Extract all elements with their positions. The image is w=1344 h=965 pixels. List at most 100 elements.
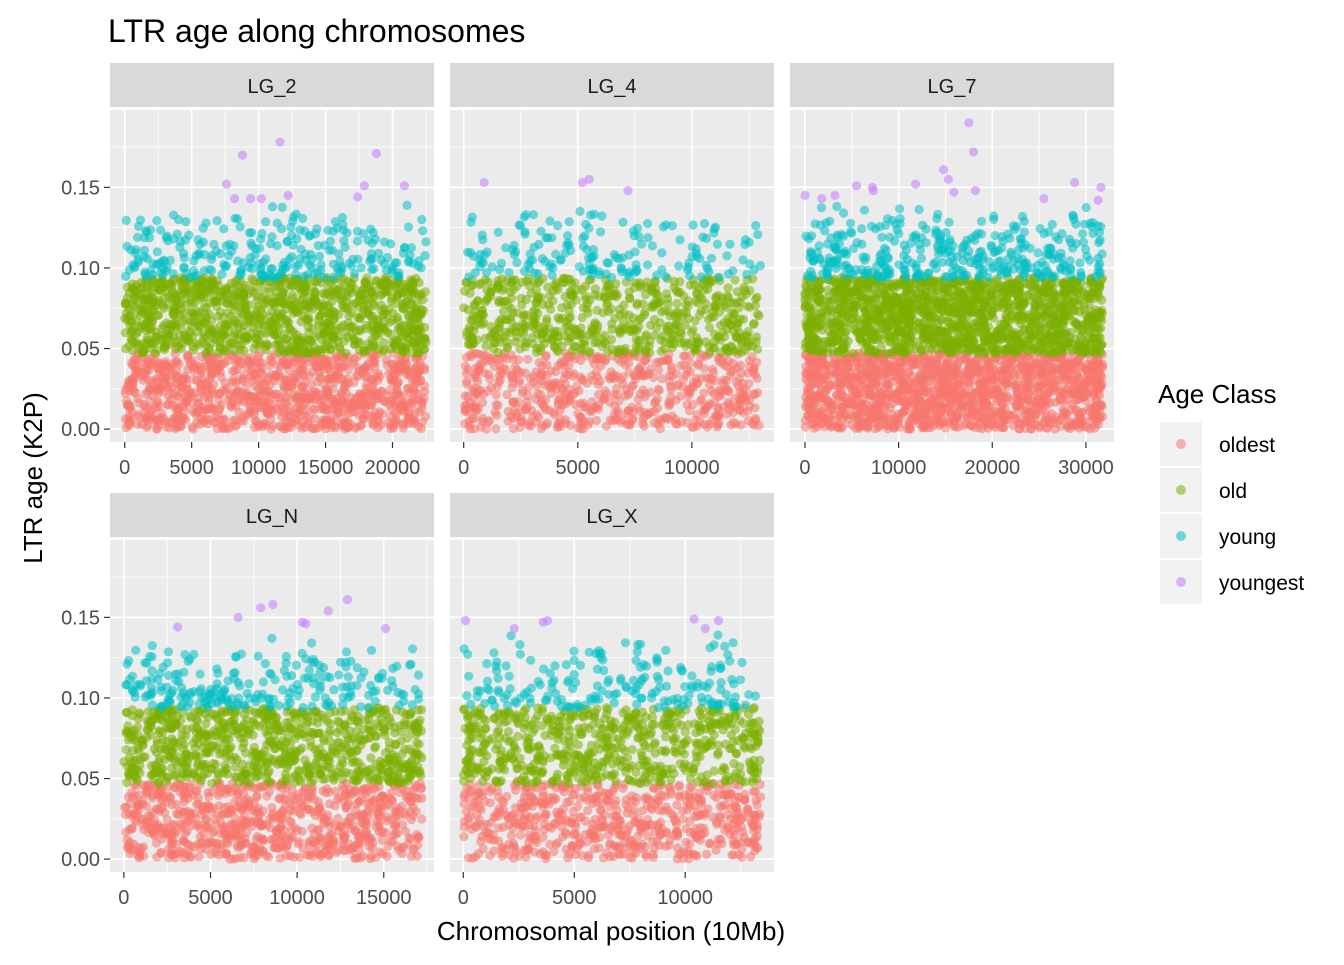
data-point-young bbox=[562, 241, 571, 250]
data-point-oldest bbox=[801, 375, 810, 384]
y-tick-label: 0.15 bbox=[61, 177, 100, 199]
data-point-old bbox=[481, 334, 490, 343]
data-point-young bbox=[700, 219, 709, 228]
data-point-old bbox=[397, 288, 406, 297]
data-point-young bbox=[751, 221, 760, 230]
data-point-oldest bbox=[133, 411, 142, 420]
data-point-oldest bbox=[177, 416, 186, 425]
data-point-old bbox=[501, 328, 510, 337]
data-point-young bbox=[141, 270, 150, 279]
data-point-old bbox=[368, 343, 377, 352]
data-point-oldest bbox=[294, 390, 303, 399]
data-point-young bbox=[233, 214, 242, 223]
data-point-oldest bbox=[461, 362, 470, 371]
data-point-young bbox=[201, 218, 210, 227]
data-point-oldest bbox=[163, 400, 172, 409]
data-point-young bbox=[194, 235, 203, 244]
data-point-young bbox=[715, 273, 724, 282]
data-point-old bbox=[343, 333, 352, 342]
data-point-old bbox=[373, 317, 382, 326]
data-point-oldest bbox=[316, 374, 325, 383]
data-point-young bbox=[684, 258, 693, 267]
data-point-old bbox=[248, 287, 257, 296]
data-point-young bbox=[464, 272, 473, 281]
data-point-oldest bbox=[413, 378, 422, 387]
data-point-old bbox=[499, 307, 508, 316]
data-point-young bbox=[713, 240, 722, 249]
data-point-oldest bbox=[317, 421, 326, 430]
data-point-old bbox=[175, 331, 184, 340]
data-point-young bbox=[353, 236, 362, 245]
data-point-oldest bbox=[491, 408, 500, 417]
data-point-young bbox=[418, 226, 427, 235]
data-point-old bbox=[727, 342, 736, 351]
data-point-old bbox=[342, 289, 351, 298]
data-point-oldest bbox=[359, 414, 368, 423]
data-point-oldest bbox=[624, 359, 633, 368]
data-point-oldest bbox=[318, 395, 327, 404]
data-point-oldest bbox=[667, 362, 676, 371]
data-point-young bbox=[402, 201, 411, 210]
data-point-young bbox=[603, 258, 612, 267]
data-point-oldest bbox=[623, 420, 632, 429]
data-point-young bbox=[313, 268, 322, 277]
facet-strip-label: LG_2 bbox=[248, 76, 297, 98]
data-point-oldest bbox=[685, 406, 694, 415]
data-point-old bbox=[590, 338, 599, 347]
data-point-young bbox=[261, 217, 270, 226]
data-point-young bbox=[697, 272, 706, 281]
data-point-old bbox=[202, 313, 211, 322]
data-point-young bbox=[338, 213, 347, 222]
data-point-young bbox=[278, 203, 287, 212]
data-point-old bbox=[292, 307, 301, 316]
data-point-oldest bbox=[415, 408, 424, 417]
data-point-young bbox=[251, 250, 260, 259]
data-point-young bbox=[740, 240, 749, 249]
data-point-old bbox=[419, 334, 428, 343]
data-point-oldest bbox=[210, 418, 219, 427]
data-point-oldest bbox=[535, 358, 544, 367]
data-point-oldest bbox=[729, 408, 738, 417]
data-point-old bbox=[558, 314, 567, 323]
data-point-old bbox=[247, 274, 256, 283]
data-point-old bbox=[199, 338, 208, 347]
data-point-old bbox=[733, 319, 742, 328]
data-point-old bbox=[310, 288, 319, 297]
data-point-old bbox=[328, 306, 337, 315]
y-tick-label: 0.05 bbox=[61, 339, 100, 361]
data-point-oldest bbox=[279, 407, 288, 416]
data-point-young bbox=[689, 220, 698, 229]
data-point-old bbox=[502, 315, 511, 324]
data-point-oldest bbox=[491, 424, 500, 433]
data-point-young bbox=[703, 264, 712, 273]
data-point-oldest bbox=[1091, 380, 1100, 389]
data-point-young bbox=[586, 211, 595, 220]
data-point-old bbox=[281, 316, 290, 325]
data-point-old bbox=[723, 318, 732, 327]
data-point-oldest bbox=[388, 374, 397, 383]
data-point-old bbox=[139, 339, 148, 348]
data-point-young bbox=[182, 269, 191, 278]
data-point-old bbox=[160, 343, 169, 352]
data-point-old bbox=[499, 297, 508, 306]
data-point-old bbox=[183, 288, 192, 297]
data-point-young bbox=[152, 260, 161, 269]
data-point-old bbox=[642, 346, 651, 355]
data-point-young bbox=[268, 202, 277, 211]
data-point-oldest bbox=[171, 405, 180, 414]
data-point-oldest bbox=[340, 362, 349, 371]
data-point-oldest bbox=[467, 352, 476, 361]
data-point-old bbox=[419, 306, 428, 315]
data-point-old bbox=[585, 347, 594, 356]
data-point-oldest bbox=[496, 367, 505, 376]
data-point-young bbox=[320, 241, 329, 250]
data-point-oldest bbox=[252, 417, 261, 426]
data-point-old bbox=[393, 316, 402, 325]
data-point-oldest bbox=[392, 390, 401, 399]
data-point-old bbox=[709, 338, 718, 347]
data-point-old bbox=[363, 308, 372, 317]
data-point-oldest bbox=[142, 412, 151, 421]
data-point-old bbox=[122, 308, 131, 317]
data-point-old bbox=[635, 281, 644, 290]
data-point-oldest bbox=[226, 401, 235, 410]
